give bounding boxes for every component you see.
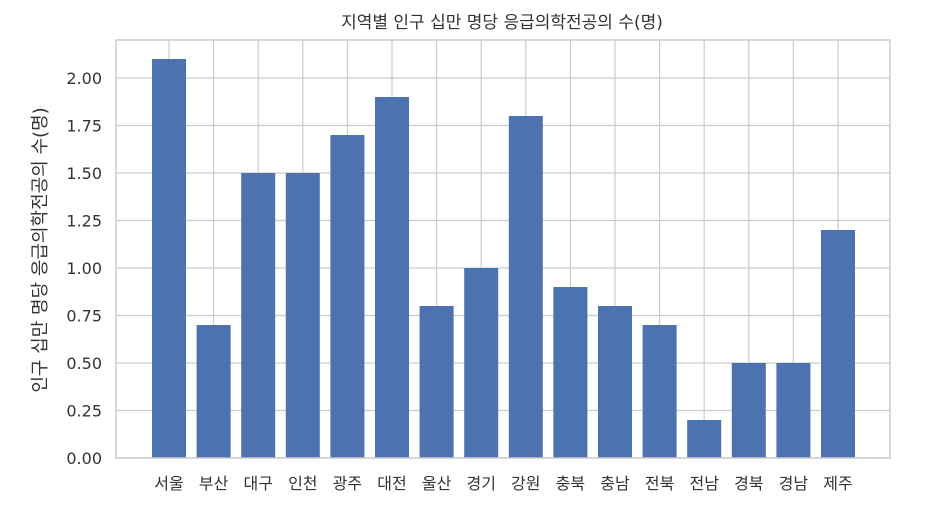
y-tick-label: 1.50 (66, 164, 102, 183)
y-tick-label: 0.00 (66, 449, 102, 468)
plot-border (115, 39, 891, 459)
x-tick-label: 대전 (377, 474, 406, 493)
bar-2 (196, 325, 231, 458)
bar-8 (464, 268, 499, 458)
y-axis-ticks: 0.00 0.25 0.50 0.75 1.00 1.25 1.50 1.75 2.00 (66, 69, 102, 468)
x-tick-label: 광주 (333, 474, 362, 493)
y-tick-label: 0.50 (66, 354, 102, 373)
x-axis-ticks: 서울 부산 대구 인천 광주 대전 울산 경기 강원 충북 충남 전북 전남 경북 경남 제주 (154, 474, 852, 493)
y-tick-label: 2.00 (66, 69, 102, 88)
x-tick-label: 경남 (779, 474, 809, 493)
chart-title: 지역별 인구 십만 명당 응급의학전공의 수(명) (341, 13, 663, 33)
bar-15 (776, 363, 811, 458)
bar-3 (241, 173, 276, 458)
y-tick-label: 0.25 (66, 402, 102, 421)
bar-13 (687, 420, 722, 458)
x-tick-label: 충남 (600, 474, 630, 493)
bar-12 (642, 325, 677, 458)
x-tick-label: 경북 (734, 474, 763, 493)
y-tick-label: 1.25 (66, 212, 102, 231)
bar-1 (152, 59, 186, 458)
bar-6 (375, 97, 409, 458)
x-tick-label: 전남 (689, 474, 719, 493)
x-tick-label: 강원 (511, 474, 540, 493)
x-tick-label: 서울 (154, 474, 183, 493)
y-axis-label: 인구 십만 명당 응급의학전공의 수(명) (30, 107, 51, 392)
bar-16 (821, 230, 855, 458)
bar-10 (553, 287, 588, 458)
bar-11 (598, 306, 632, 458)
bar-14 (731, 363, 766, 458)
y-tick-label: 1.00 (66, 259, 102, 278)
x-tick-label: 전북 (645, 474, 674, 493)
x-tick-label: 경기 (466, 474, 495, 493)
x-tick-label: 부산 (199, 474, 229, 493)
x-tick-label: 충북 (556, 474, 585, 493)
bars (152, 59, 855, 458)
x-tick-label: 인천 (288, 474, 317, 493)
x-tick-label: 제주 (823, 474, 852, 493)
x-tick-label: 울산 (422, 474, 452, 493)
bar-5 (330, 135, 365, 458)
x-tick-label: 대구 (243, 474, 272, 493)
y-tick-label: 1.75 (66, 117, 102, 136)
plot-frame (115, 39, 891, 459)
bar-9 (508, 116, 543, 458)
bar-7 (419, 306, 454, 458)
y-tick-label: 0.75 (66, 307, 102, 326)
bar-4 (285, 173, 320, 458)
grid-lines (116, 40, 890, 459)
